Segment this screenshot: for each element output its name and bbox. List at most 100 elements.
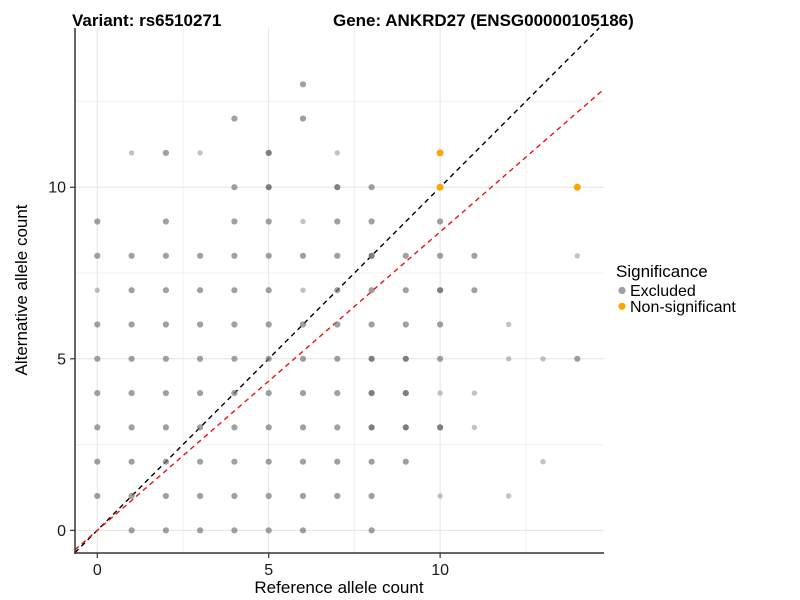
y-tick-label: 10 bbox=[48, 180, 66, 197]
point-excluded bbox=[265, 218, 272, 225]
point-excluded bbox=[197, 287, 204, 294]
x-tick-label: 10 bbox=[431, 562, 449, 579]
point-excluded bbox=[231, 527, 238, 534]
point-excluded bbox=[265, 355, 272, 362]
point-excluded bbox=[299, 115, 307, 122]
point-excluded bbox=[94, 218, 101, 225]
legend-title: Significance bbox=[616, 262, 708, 281]
point-excluded bbox=[162, 458, 169, 465]
plot-title-variant: Variant: rs6510271 bbox=[72, 11, 221, 30]
point-excluded bbox=[94, 458, 101, 465]
point-excluded bbox=[368, 492, 375, 500]
point-excluded bbox=[300, 287, 306, 293]
point-non-significant bbox=[436, 149, 444, 157]
point-excluded bbox=[197, 355, 204, 362]
point-excluded bbox=[437, 424, 444, 431]
legend-item-label: Non-significant bbox=[630, 299, 736, 316]
point-excluded bbox=[540, 356, 546, 362]
point-excluded bbox=[402, 390, 409, 397]
point-excluded bbox=[231, 115, 238, 122]
point-excluded bbox=[437, 218, 444, 225]
point-excluded bbox=[402, 355, 409, 362]
point-non-significant bbox=[436, 183, 444, 191]
point-excluded bbox=[128, 424, 135, 431]
point-excluded bbox=[402, 252, 409, 259]
point-excluded bbox=[265, 252, 272, 259]
point-excluded bbox=[128, 492, 135, 500]
point-excluded bbox=[402, 321, 409, 328]
legend-key-non-significant bbox=[618, 302, 626, 310]
point-excluded bbox=[299, 458, 307, 465]
point-excluded bbox=[506, 493, 512, 499]
point-excluded bbox=[299, 390, 307, 397]
point-excluded bbox=[437, 390, 443, 396]
point-excluded bbox=[162, 492, 169, 500]
point-excluded bbox=[506, 356, 512, 362]
fit-dashed-line bbox=[74, 88, 605, 551]
point-excluded bbox=[368, 252, 375, 259]
point-excluded bbox=[299, 527, 307, 534]
point-excluded bbox=[128, 458, 135, 465]
point-excluded bbox=[471, 424, 478, 431]
point-excluded bbox=[162, 355, 169, 362]
point-excluded bbox=[197, 527, 204, 534]
point-excluded bbox=[265, 492, 272, 500]
point-excluded bbox=[197, 424, 204, 431]
x-tick-label: 5 bbox=[264, 562, 273, 579]
point-excluded bbox=[94, 321, 101, 328]
point-excluded bbox=[94, 287, 101, 293]
point-excluded bbox=[574, 253, 580, 259]
point-excluded bbox=[128, 355, 135, 362]
point-excluded bbox=[162, 149, 169, 156]
point-excluded bbox=[437, 321, 444, 328]
data-points bbox=[94, 81, 581, 534]
point-excluded bbox=[265, 527, 272, 534]
point-excluded bbox=[299, 424, 307, 431]
point-excluded bbox=[128, 390, 135, 397]
point-excluded bbox=[197, 321, 204, 328]
y-tick-label: 5 bbox=[57, 351, 66, 368]
point-excluded bbox=[368, 184, 375, 191]
point-excluded bbox=[162, 527, 169, 534]
point-excluded bbox=[334, 321, 341, 328]
point-excluded bbox=[162, 321, 169, 328]
point-excluded bbox=[368, 218, 375, 225]
point-excluded bbox=[368, 390, 375, 397]
point-excluded bbox=[299, 81, 307, 88]
point-excluded bbox=[231, 321, 238, 328]
point-excluded bbox=[402, 458, 409, 465]
point-excluded bbox=[437, 252, 444, 259]
point-excluded bbox=[94, 424, 101, 431]
point-excluded bbox=[265, 424, 272, 431]
x-tick-label: 0 bbox=[93, 562, 102, 579]
point-excluded bbox=[265, 149, 272, 156]
point-excluded bbox=[265, 390, 272, 397]
point-excluded bbox=[402, 287, 409, 294]
point-excluded bbox=[94, 492, 101, 500]
point-excluded bbox=[231, 492, 238, 500]
point-excluded bbox=[265, 321, 272, 328]
point-excluded bbox=[197, 492, 204, 500]
point-excluded bbox=[128, 321, 135, 328]
axes: 0 5 10 0 5 10 bbox=[48, 28, 604, 579]
point-excluded bbox=[197, 150, 203, 156]
point-excluded bbox=[334, 424, 341, 431]
point-excluded bbox=[197, 390, 204, 397]
point-excluded bbox=[265, 458, 272, 465]
point-excluded bbox=[231, 287, 238, 294]
point-excluded bbox=[162, 287, 169, 294]
point-excluded bbox=[471, 390, 478, 396]
point-excluded bbox=[299, 321, 307, 328]
point-excluded bbox=[368, 458, 375, 465]
point-excluded bbox=[94, 252, 101, 259]
point-excluded bbox=[231, 218, 238, 225]
point-excluded bbox=[437, 355, 444, 362]
point-excluded bbox=[506, 321, 512, 328]
point-excluded bbox=[334, 150, 340, 156]
point-excluded bbox=[334, 458, 341, 465]
legend-key-excluded bbox=[618, 286, 626, 295]
point-excluded bbox=[265, 287, 272, 294]
point-excluded bbox=[162, 424, 169, 431]
